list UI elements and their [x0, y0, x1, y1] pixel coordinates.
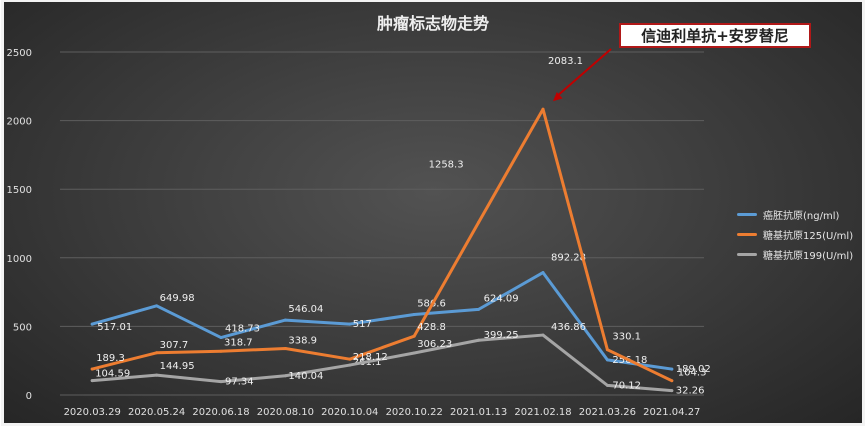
- chart-area: 肿瘤标志物走势 0 500 1000 1500 2000 2500 2020.03.29 202…: [4, 2, 862, 423]
- data-point-2-4: [348, 363, 352, 367]
- data-label-2-0: 104.59: [95, 369, 130, 380]
- legend-swatch-ca199: [737, 252, 757, 256]
- data-point-0-1: [155, 304, 159, 308]
- data-label-2-1: 144.95: [160, 361, 195, 372]
- data-point-0-4: [348, 322, 352, 326]
- data-point-0-9: [670, 367, 674, 371]
- data-point-1-8: [605, 348, 609, 352]
- annotation-arrow: [557, 48, 612, 96]
- data-point-2-3: [283, 374, 287, 378]
- data-point-1-3: [283, 347, 287, 351]
- legend-item-cea: 癌胚抗原(ng/ml): [737, 204, 853, 224]
- data-point-2-8: [605, 383, 609, 387]
- data-label-2-2: 97.34: [225, 377, 254, 388]
- y-tick-2500: 2500: [7, 48, 32, 59]
- annotation-arrowhead: [553, 91, 563, 102]
- legend-swatch-cea: [737, 212, 757, 216]
- x-tick-7: 2021.02.18: [514, 407, 571, 418]
- data-label-1-3: 338.9: [288, 336, 317, 347]
- data-label-0-2: 418.73: [225, 324, 260, 335]
- chart-title: 肿瘤标志物走势: [377, 14, 489, 33]
- data-label-2-3: 140.04: [288, 371, 323, 382]
- data-label-2-5: 306.23: [417, 339, 452, 350]
- data-point-0-2: [219, 336, 223, 340]
- x-tick-0: 2020.03.29: [64, 407, 121, 418]
- data-point-0-8: [605, 358, 609, 362]
- data-label-2-4: 218.12: [353, 352, 388, 363]
- data-label-1-7: 2083.1: [548, 56, 583, 67]
- data-point-0-0: [90, 322, 94, 326]
- x-tick-2: 2020.06.18: [192, 407, 249, 418]
- x-tick-3: 2020.08.10: [257, 407, 314, 418]
- data-label-0-9: 189.02: [676, 364, 711, 375]
- data-label-1-6: 1258.3: [429, 159, 464, 170]
- x-tick-5: 2020.10.22: [386, 407, 443, 418]
- data-label-2-6: 399.25: [484, 330, 519, 341]
- treatment-annotation: 信迪利单抗+安罗替尼: [619, 23, 811, 48]
- data-point-2-7: [541, 333, 545, 337]
- data-point-1-9: [670, 379, 674, 383]
- data-label-1-1: 307.7: [160, 340, 189, 351]
- legend-item-ca199: 糖基抗原199(U/ml): [737, 244, 853, 264]
- y-tick-500: 500: [13, 322, 32, 333]
- y-tick-1500: 1500: [7, 185, 32, 196]
- data-point-1-4: [348, 357, 352, 361]
- data-point-1-2: [219, 349, 223, 353]
- x-tick-4: 2020.10.04: [321, 407, 378, 418]
- y-tick-1000: 1000: [7, 254, 32, 265]
- y-tick-0: 0: [26, 391, 32, 402]
- line-chart: 肿瘤标志物走势 0 500 1000 1500 2000 2500 2020.03.29 202…: [7, 14, 711, 418]
- data-point-1-5: [412, 334, 416, 338]
- data-label-0-7: 892.28: [551, 253, 586, 264]
- series-line-2: [90, 333, 674, 393]
- data-point-2-0: [90, 379, 94, 383]
- data-label-2-9: 32.26: [676, 386, 705, 397]
- legend: 癌胚抗原(ng/ml) 糖基抗原125(U/ml) 糖基抗原199(U/ml): [737, 204, 853, 264]
- legend-label-ca125: 糖基抗原125(U/ml): [763, 230, 854, 242]
- legend-label-cea: 癌胚抗原(ng/ml): [763, 210, 840, 222]
- data-label-0-1: 649.98: [160, 293, 195, 304]
- x-tick-1: 2020.05.24: [128, 407, 185, 418]
- data-point-1-6: [477, 220, 481, 224]
- data-label-2-8: 70.12: [612, 380, 641, 391]
- series-line-1: [90, 107, 674, 383]
- data-label-0-4: 517: [353, 319, 372, 330]
- x-tick-9: 2021.04.27: [643, 407, 700, 418]
- data-label-0-0: 517.01: [97, 322, 132, 333]
- data-point-2-9: [670, 389, 674, 393]
- legend-swatch-ca125: [737, 232, 757, 236]
- data-label-1-2: 318.7: [224, 337, 253, 348]
- data-label-2-7: 436.86: [551, 322, 586, 333]
- data-label-1-8: 330.1: [612, 332, 641, 343]
- data-point-0-6: [477, 307, 481, 311]
- data-point-2-5: [412, 351, 416, 355]
- data-point-1-1: [155, 351, 159, 355]
- x-tick-6: 2021.01.13: [450, 407, 507, 418]
- data-label-1-0: 189.3: [96, 353, 125, 364]
- series-line-0: [90, 271, 674, 371]
- legend-item-ca125: 糖基抗原125(U/ml): [737, 224, 853, 244]
- data-point-1-0: [90, 367, 94, 371]
- data-label-1-9: 104.3: [678, 368, 707, 379]
- data-point-2-2: [219, 380, 223, 384]
- data-point-2-6: [477, 338, 481, 342]
- data-point-1-7: [541, 107, 545, 111]
- data-point-0-5: [412, 313, 416, 317]
- data-point-2-1: [155, 373, 159, 377]
- data-label-1-5: 428.8: [417, 322, 446, 333]
- data-point-0-3: [283, 318, 287, 322]
- data-point-0-7: [541, 271, 545, 275]
- legend-label-ca199: 糖基抗原199(U/ml): [763, 250, 854, 262]
- x-tick-8: 2021.03.26: [579, 407, 636, 418]
- data-label-0-6: 624.09: [484, 293, 519, 304]
- data-label-0-3: 546.04: [288, 304, 323, 315]
- y-tick-2000: 2000: [7, 117, 32, 128]
